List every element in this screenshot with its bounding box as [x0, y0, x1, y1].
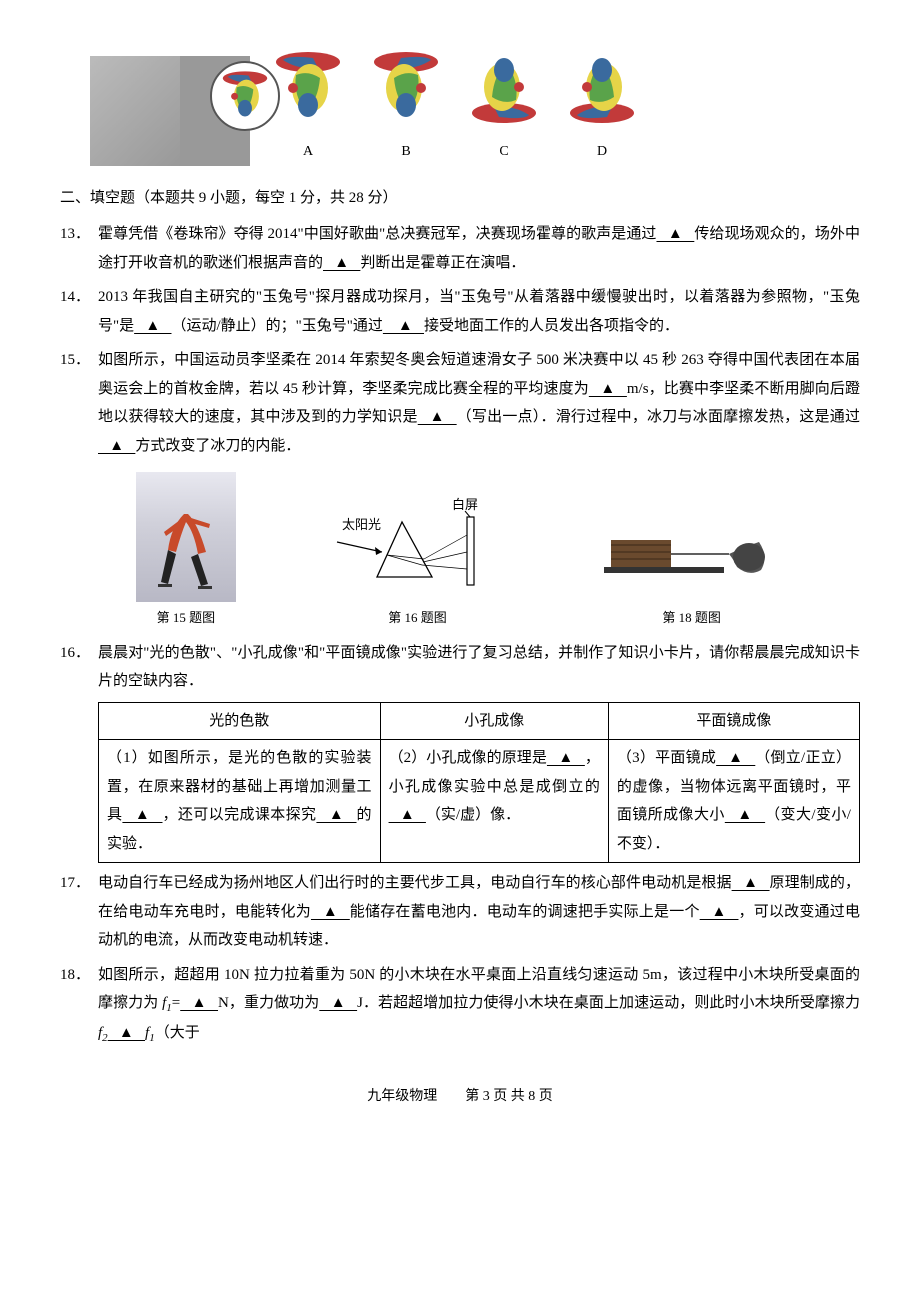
blank: ▲: [319, 995, 357, 1011]
table-cell: （2）小孔成像的原理是 ▲ ，小孔成像实验中总是成倒立的 ▲ （实/虚）像．: [380, 740, 608, 863]
q18-text-2: N，重力做功为: [218, 995, 319, 1011]
q17-text-3: 能储存在蓄电池内．电动车的调速把手实际上是一个: [350, 904, 700, 920]
knowledge-card-table: 光的色散 小孔成像 平面镜成像 （1）如图所示，是光的色散的实验装置，在原来器材…: [98, 702, 860, 864]
stimulus-image: [90, 56, 250, 166]
q18-text-4: （大于: [155, 1025, 200, 1041]
question-content: 如图所示，中国运动员李坚柔在 2014 年索契冬奥会短道速滑女子 500 米决赛…: [98, 346, 860, 460]
skater-image: [136, 472, 236, 602]
bird-icon-b: [366, 40, 446, 135]
question-14: 14． 2013 年我国自主研究的"玉兔号"探月器成功探月，当"玉兔号"从着落器…: [60, 283, 860, 340]
figures-row: 第 15 题图 太阳光 白屏 第 16 题图: [60, 472, 860, 631]
blank: ▲: [98, 438, 135, 454]
person-peephole-illustration: [90, 56, 250, 166]
bird-icon-d: [562, 40, 642, 135]
figure-caption: 第 18 题图: [599, 606, 784, 631]
question-17: 17． 电动自行车已经成为扬州地区人们出行时的主要代步工具，电动自行车的核心部件…: [60, 869, 860, 955]
option-b-image: B: [366, 40, 446, 166]
question-number: 16．: [60, 639, 98, 864]
page-footer: 九年级物理 第 3 页 共 8 页: [60, 1084, 860, 1111]
q13-text-1: 霍尊凭借《卷珠帘》夺得 2014"中国好歌曲"总决赛冠军，决赛现场霍尊的歌声是通…: [98, 226, 656, 242]
blank: ▲: [108, 1025, 145, 1041]
option-c-image: C: [464, 40, 544, 166]
sunlight-label: 太阳光: [342, 517, 381, 532]
blank: ▲: [418, 409, 457, 425]
q14-text-3: 接受地面工作的人员发出各项指令的．: [424, 318, 679, 334]
blank: ▲: [656, 226, 694, 242]
bird-icon-c: [464, 40, 544, 135]
blank: ▲: [323, 255, 360, 271]
pull-block-diagram: [599, 512, 784, 602]
question-content: 电动自行车已经成为扬州地区人们出行时的主要代步工具，电动自行车的核心部件电动机是…: [98, 869, 860, 955]
table-header: 平面镜成像: [608, 702, 859, 740]
question-13: 13． 霍尊凭借《卷珠帘》夺得 2014"中国好歌曲"总决赛冠军，决赛现场霍尊的…: [60, 220, 860, 277]
question-18: 18． 如图所示，超超用 10N 拉力拉着重为 50N 的小木块在水平桌面上沿直…: [60, 961, 860, 1049]
figure-16: 太阳光 白屏 第 16 题图: [327, 487, 507, 631]
question-content: 霍尊凭借《卷珠帘》夺得 2014"中国好歌曲"总决赛冠军，决赛现场霍尊的歌声是通…: [98, 220, 860, 277]
table-cell: （1）如图所示，是光的色散的实验装置，在原来器材的基础上再增加测量工具 ▲ ，还…: [99, 740, 381, 863]
q14-text-2: （运动/静止）的；"玉兔号"通过: [171, 318, 382, 334]
question-number: 15．: [60, 346, 98, 460]
question-number: 18．: [60, 961, 98, 1049]
option-label: D: [562, 139, 642, 166]
question-15: 15． 如图所示，中国运动员李坚柔在 2014 年索契冬奥会短道速滑女子 500…: [60, 346, 860, 460]
table-header: 光的色散: [99, 702, 381, 740]
blank: ▲: [716, 750, 755, 766]
figure-15: 第 15 题图: [136, 472, 236, 631]
blank: ▲: [134, 318, 171, 334]
option-d-image: D: [562, 40, 642, 166]
question-content: 2013 年我国自主研究的"玉兔号"探月器成功探月，当"玉兔号"从着落器中缓慢驶…: [98, 283, 860, 340]
q17-text-1: 电动自行车已经成为扬州地区人们出行时的主要代步工具，电动自行车的核心部件电动机是…: [98, 875, 732, 891]
q18-text-3: J．若超超增加拉力使得小木块在桌面上加速运动，则此时小木块所受摩擦力: [357, 995, 860, 1011]
question-content: 晨晨对"光的色散"、"小孔成像"和"平面镜成像"实验进行了复习总结，并制作了知识…: [98, 639, 860, 864]
blank: ▲: [725, 807, 765, 823]
table-header: 小孔成像: [380, 702, 608, 740]
option-label: A: [268, 139, 348, 166]
q15-text-4: 方式改变了冰刀的内能．: [135, 438, 300, 454]
figure-18: 第 18 题图: [599, 512, 784, 631]
blank: ▲: [589, 381, 627, 397]
option-a-image: A: [268, 40, 348, 166]
table-cell: （3）平面镜成 ▲ （倒立/正立）的虚像，当物体远离平面镜时，平面镜所成像大小 …: [608, 740, 859, 863]
bird-icon-a: [268, 40, 348, 135]
blank: ▲: [180, 995, 218, 1011]
blank: ▲: [389, 807, 426, 823]
q16-intro: 晨晨对"光的色散"、"小孔成像"和"平面镜成像"实验进行了复习总结，并制作了知识…: [98, 645, 860, 690]
question-number: 14．: [60, 283, 98, 340]
blank: ▲: [316, 807, 356, 823]
blank: ▲: [732, 875, 770, 891]
question-number: 17．: [60, 869, 98, 955]
screen-label: 白屏: [452, 497, 478, 512]
equals: =: [172, 995, 180, 1011]
figure-caption: 第 15 题图: [136, 606, 236, 631]
question-content: 如图所示，超超用 10N 拉力拉着重为 50N 的小木块在水平桌面上沿直线匀速运…: [98, 961, 860, 1049]
figure-caption: 第 16 题图: [327, 606, 507, 631]
blank: ▲: [700, 904, 739, 920]
blank: ▲: [122, 807, 162, 823]
blank: ▲: [383, 318, 424, 334]
question-number: 13．: [60, 220, 98, 277]
option-label: C: [464, 139, 544, 166]
blank: ▲: [311, 904, 350, 920]
q15-text-3: （写出一点）．滑行过程中，冰刀与冰面摩擦发热，这是通过: [457, 409, 860, 425]
question-16: 16． 晨晨对"光的色散"、"小孔成像"和"平面镜成像"实验进行了复习总结，并制…: [60, 639, 860, 864]
q13-text-3: 判断出是霍尊正在演唱．: [360, 255, 525, 271]
blank: ▲: [547, 750, 585, 766]
section-2-title: 二、填空题（本题共 9 小题，每空 1 分，共 28 分）: [60, 184, 860, 213]
question12-images-row: A B: [60, 40, 860, 166]
prism-diagram: 太阳光 白屏: [327, 487, 507, 602]
option-label: B: [366, 139, 446, 166]
